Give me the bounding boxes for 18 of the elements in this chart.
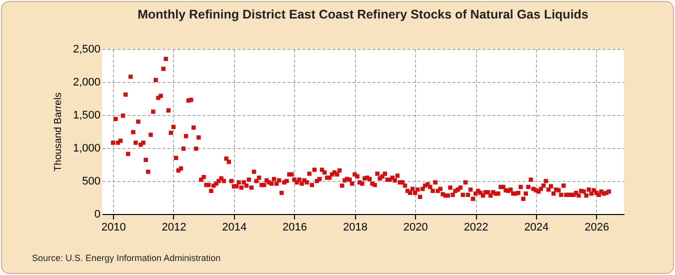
- x-tick-label: 2020: [403, 222, 428, 234]
- source-note: Source: U.S. Energy Information Administration: [32, 253, 221, 263]
- x-tick-label: 2022: [464, 222, 488, 234]
- x-tick-label: 2010: [101, 222, 126, 234]
- chart-title: Monthly Refining District East Coast Refinery Stocks of Natural Gas Liquids: [138, 8, 588, 22]
- x-tick-label: 2018: [342, 222, 368, 234]
- x-tick-label: 2024: [524, 222, 549, 234]
- y-tick-label: 2,500: [72, 44, 100, 56]
- y-tick-label: 0: [94, 208, 100, 220]
- x-tick-label: 2026: [584, 222, 610, 234]
- x-tick-label: 2014: [222, 222, 247, 234]
- y-tick-label: 1,000: [72, 142, 100, 154]
- y-tick-label: 1,500: [72, 110, 100, 122]
- y-tick-label: 2,000: [72, 76, 100, 88]
- y-axis-title: Thousand Barrels: [52, 92, 64, 172]
- x-tick-label: 2012: [162, 222, 186, 234]
- y-tick-label: 500: [82, 176, 100, 188]
- x-tick-label: 2016: [282, 222, 308, 234]
